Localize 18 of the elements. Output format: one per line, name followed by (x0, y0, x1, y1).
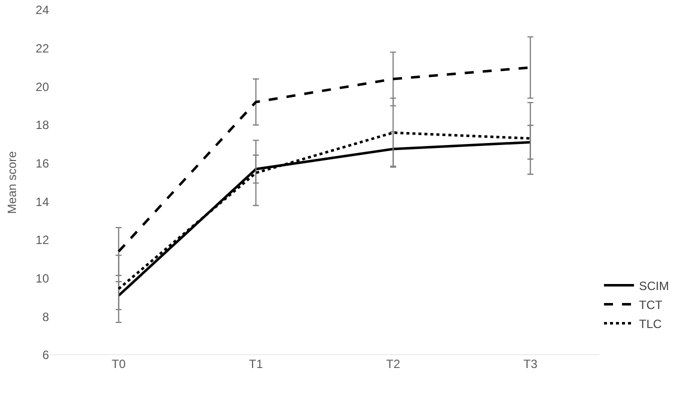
y-tick-label: 8 (42, 310, 50, 324)
legend-label: TCT (639, 298, 663, 312)
y-tick-label: 14 (36, 194, 50, 209)
x-tick-label: T3 (523, 357, 538, 371)
y-tick-label: 12 (36, 233, 50, 248)
y-tick-label: 6 (42, 348, 50, 362)
y-tick-label: 16 (36, 156, 50, 171)
x-tick-label: T2 (386, 357, 400, 371)
x-tick-label: T1 (248, 357, 264, 371)
y-tick-label: 24 (36, 3, 50, 18)
y-axis-title: Mean score (5, 150, 19, 214)
y-tick-label: 10 (36, 272, 50, 286)
legend-label: TLC (639, 316, 662, 331)
y-tick-label: 22 (36, 42, 50, 56)
y-tick-label: 20 (36, 80, 50, 94)
legend-label: SCIM (639, 278, 670, 293)
y-tick-label: 18 (36, 118, 50, 132)
x-tick-label: T0 (112, 357, 126, 371)
